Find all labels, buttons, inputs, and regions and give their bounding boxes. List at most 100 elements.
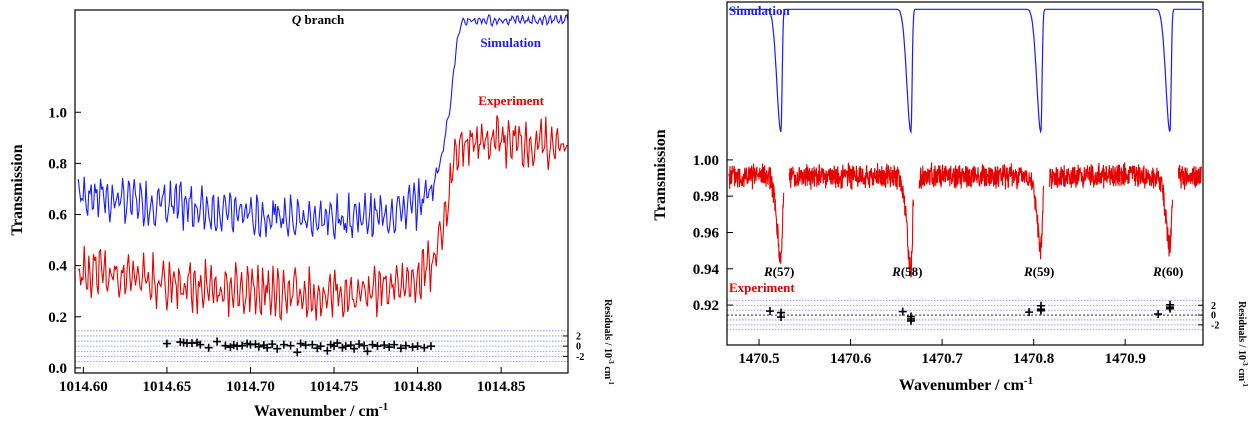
y-tick-label: 0.8 [48, 156, 67, 172]
y-axis-ticks: 0.92 0.94 0.96 0.98 1.00 [693, 153, 733, 314]
residual-tick-label: -2 [576, 352, 584, 363]
residual-point [1154, 310, 1163, 319]
residual-point [196, 340, 205, 349]
residual-point [1025, 308, 1034, 317]
series-lines [77, 13, 569, 322]
y-tick-label: 0.6 [48, 208, 67, 224]
residual-point [268, 340, 277, 349]
line-assignments: R(57) R(58) R(59) R(60) [763, 264, 1183, 279]
residual-point [350, 344, 359, 353]
y-axis-ticks: 0.0 0.2 0.4 0.6 0.8 1.0 [48, 105, 81, 377]
residual-point [380, 341, 389, 350]
left-experiment-label: Experiment [478, 93, 544, 108]
residual-point [766, 307, 775, 316]
residual-point [254, 342, 263, 351]
residual-point [401, 341, 410, 350]
simulation-line [77, 13, 569, 240]
residual-point [898, 307, 907, 316]
residual-point [420, 343, 429, 352]
assignment-label: R(59) [1023, 264, 1054, 279]
y-tick-label: 0.94 [693, 262, 720, 278]
y-tick-label: 0.92 [693, 298, 719, 314]
left-y-axis-label: Transmission [9, 144, 26, 235]
x-tick-label: 1470.5 [738, 351, 779, 367]
residual-point [279, 340, 288, 349]
assignment-label: R(58) [891, 264, 922, 279]
residual-point [426, 342, 435, 351]
residual-point [777, 313, 786, 322]
x-tick-label: 1470.9 [1105, 351, 1146, 367]
residual-point [213, 337, 222, 346]
x-tick-label: 1014.75 [310, 379, 359, 395]
x-axis-ticks: 1470.5 1470.6 1470.7 1470.8 1470.9 [738, 339, 1146, 367]
experiment-line [77, 115, 569, 322]
right-simulation-label: Simulation [729, 3, 790, 18]
y-tick-label: 0.96 [693, 225, 720, 241]
residual-tick-label: 2 [576, 331, 581, 342]
y-tick-label: 0.2 [48, 310, 67, 326]
residual-point [363, 347, 372, 356]
left-residual-axis-label: Residuals / 10-3 cm-1 [602, 299, 615, 385]
right-residual-axis-label: Residuals / 10-3 cm-1 [1236, 301, 1249, 387]
x-tick-label: 1014.80 [393, 379, 442, 395]
x-tick-label: 1014.60 [59, 379, 108, 395]
residual-point [1166, 304, 1175, 313]
residual-point [263, 343, 272, 352]
residual-point [341, 342, 350, 351]
left-plot-frame [74, 9, 569, 374]
experiment-line [728, 162, 1202, 278]
x-axis-ticks: 1014.60 1014.65 1014.70 1014.75 1014.80 1014.… [59, 367, 526, 395]
y-tick-label: 0.98 [693, 189, 719, 205]
residual-point [204, 343, 213, 352]
residual-point [413, 342, 422, 351]
right-y-axis-label: Transmission [652, 129, 669, 220]
series-lines [728, 8, 1202, 278]
residual-tick-label: 0 [1211, 311, 1216, 322]
residual-point [355, 340, 364, 349]
residual-point [308, 340, 317, 349]
x-tick-label: 1014.70 [226, 379, 275, 395]
residual-point [286, 341, 295, 350]
residual-point [396, 344, 405, 353]
residual-point [360, 341, 369, 350]
residual-tick-label: 0 [576, 342, 581, 353]
left-chart-title: Q branch [292, 12, 345, 27]
left-simulation-label: Simulation [480, 35, 541, 50]
residual-point [301, 341, 310, 350]
residual-point [238, 341, 247, 350]
simulation-line [728, 8, 1202, 135]
residual-point [273, 344, 282, 353]
left-x-axis-label: Wavenumber / cm-1 [254, 401, 388, 420]
residual-point [368, 340, 377, 349]
y-tick-label: 0.0 [48, 361, 67, 377]
residual-points [162, 337, 435, 357]
residual-axis-ticks: 20-2 [563, 331, 584, 363]
residual-point [221, 341, 230, 350]
residual-point [333, 339, 342, 348]
residual-point [390, 340, 399, 349]
right-x-axis-label: Wavenumber / cm-1 [899, 375, 1033, 394]
residual-point [906, 312, 915, 321]
right-chart: 1470.5 1470.6 1470.7 1470.8 1470.9 0.92 0.94 0… [652, 1, 1249, 394]
residual-point [316, 342, 325, 351]
residual-point [296, 339, 305, 348]
residual-grid [727, 299, 1203, 331]
x-tick-label: 1014.85 [477, 379, 526, 395]
residual-point [373, 342, 382, 351]
residual-point [385, 343, 394, 352]
assignment-label: R(57) [763, 264, 794, 279]
right-experiment-label: Experiment [729, 280, 795, 295]
assignment-label: R(60) [1152, 264, 1183, 279]
left-chart: 1014.60 1014.65 1014.70 1014.75 1014.80 1014.… [9, 9, 615, 420]
residual-point [293, 348, 302, 357]
y-tick-label: 0.4 [48, 259, 67, 275]
x-tick-label: 1470.7 [921, 351, 963, 367]
residual-point [408, 343, 417, 352]
residual-tick-label: 2 [1211, 301, 1216, 312]
residual-axis-ticks: 20-2 [1198, 301, 1219, 331]
residual-point [162, 339, 171, 348]
residual-points [766, 300, 1175, 325]
right-plot-frame [726, 1, 1204, 346]
residual-tick-label: -2 [1211, 320, 1219, 331]
